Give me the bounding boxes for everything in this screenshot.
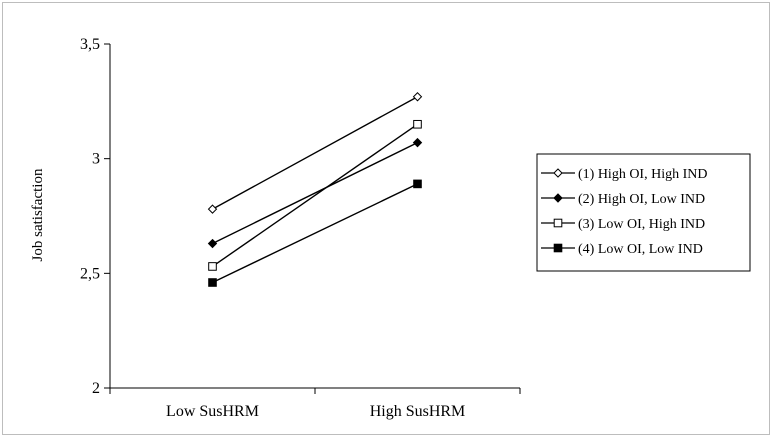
legend-marker [553, 168, 563, 178]
data-point-s1-2 [412, 92, 423, 102]
series-4 [208, 179, 422, 287]
series-line-1 [212, 96, 418, 210]
y-axis-label: Job satisfaction [30, 168, 46, 261]
y-tick-label: 3,5 [80, 36, 100, 53]
series-line-2 [212, 141, 418, 245]
legend-marker [553, 218, 563, 228]
series-group [207, 92, 423, 287]
legend-label: (3) Low OI, High IND [578, 217, 705, 232]
data-point-s1-1 [207, 204, 218, 214]
data-point-s3-2 [413, 119, 422, 129]
data-point-s4-1 [208, 278, 217, 287]
legend-marker [553, 193, 563, 203]
legend-item-4: (4) Low OI, Low IND [541, 242, 703, 257]
x-tick-label: Low SusHRM [166, 403, 259, 420]
data-point-s2-2 [412, 137, 423, 148]
legend: (1) High OI, High IND (2) High OI, Low IN… [536, 153, 751, 272]
series-1 [207, 92, 423, 214]
legend-item-3: (3) Low OI, High IND [541, 217, 705, 232]
legend-item-1: (1) High OI, High IND [541, 167, 707, 182]
data-point-s3-1 [208, 262, 217, 271]
legend-label: (2) High OI, Low IND [578, 192, 705, 207]
legend-label: (4) Low OI, Low IND [578, 242, 703, 257]
x-ticks: Low SusHRM High SusHRM [109, 388, 521, 420]
axes [109, 44, 520, 389]
data-point-s2-1 [207, 238, 218, 249]
data-point-s4-2 [413, 179, 422, 189]
legend-label: (1) High OI, High IND [578, 167, 707, 182]
y-ticks: 2 2,5 3 3,5 [80, 36, 110, 397]
legend-item-2: (2) High OI, Low IND [541, 192, 705, 207]
series-line-3 [212, 123, 418, 268]
legend-marker [553, 243, 563, 253]
series-3 [208, 119, 422, 271]
series-2 [207, 137, 423, 249]
y-tick-label: 2,5 [80, 265, 100, 282]
series-line-4 [212, 183, 418, 284]
x-tick-label: High SusHRM [370, 403, 466, 420]
y-tick-label: 3 [92, 151, 100, 168]
y-tick-label: 2 [92, 380, 100, 397]
